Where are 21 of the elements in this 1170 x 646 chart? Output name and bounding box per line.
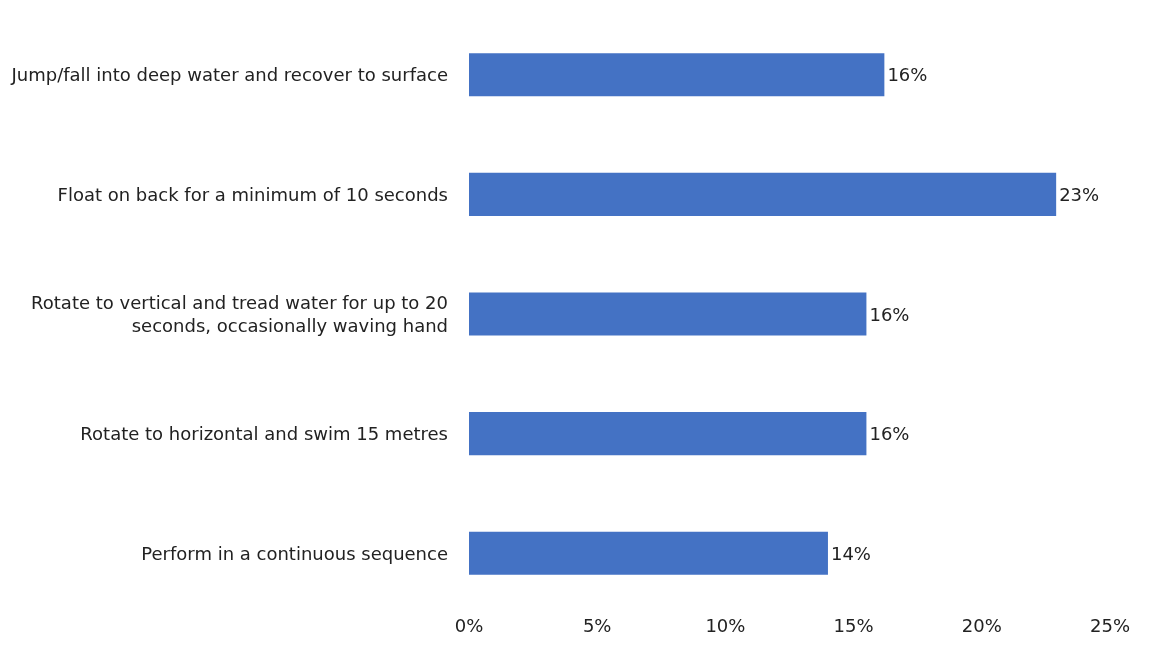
x-tick-label: 20% — [961, 615, 1002, 636]
data-label: 23% — [1059, 183, 1100, 205]
x-tick-label: 10% — [705, 615, 746, 636]
y-tick-label: Float on back for a minimum of 10 seconds — [57, 183, 448, 205]
y-tick-label: Perform in a continuous sequence — [141, 542, 448, 564]
y-tick-label: Rotate to vertical and tread water for up to 20 seconds, occasionally waving hand — [31, 291, 448, 336]
y-tick-label: Jump/fall into deep water and recover to surface — [10, 64, 448, 86]
data-label: 16% — [887, 64, 928, 86]
bar — [469, 292, 867, 336]
bar — [469, 531, 828, 575]
y-tick-label: Rotate to horizontal and swim 15 metres — [80, 422, 448, 444]
x-tick-label: 0% — [454, 615, 484, 636]
bar — [469, 412, 867, 456]
data-label: 16% — [869, 303, 910, 325]
data-label: 16% — [869, 423, 910, 445]
x-tick-label: 5% — [582, 615, 612, 636]
bar — [469, 53, 885, 97]
data-label: 14% — [830, 542, 871, 564]
bar — [469, 172, 1057, 216]
x-tick-label: 25% — [1089, 615, 1131, 636]
x-tick-label: 15% — [833, 615, 874, 636]
